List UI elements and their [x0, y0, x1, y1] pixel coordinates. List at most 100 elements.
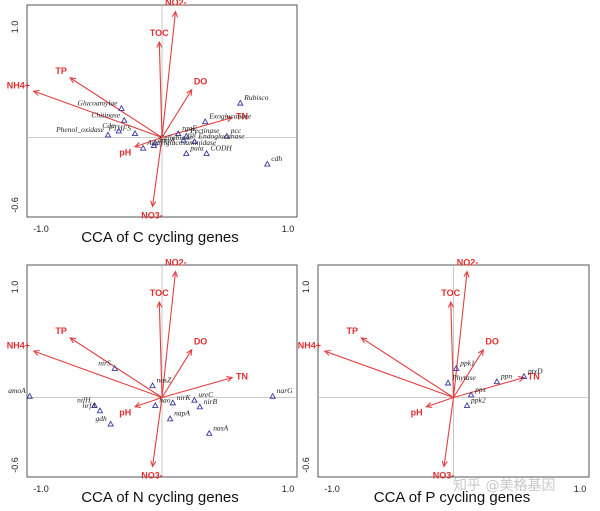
triangle-marker: [149, 382, 156, 389]
env-vector-toc: TOC: [441, 288, 461, 398]
env-vector-no2: NO2-: [161, 258, 187, 398]
vector-arrowhead: [186, 88, 193, 96]
env-vector-ph: pH: [119, 396, 163, 417]
vector-label: NH4+: [298, 340, 321, 350]
vector-line: [158, 42, 163, 138]
triangle-marker: [269, 392, 277, 399]
triangle-marker: [174, 129, 182, 137]
triangle-marker: [467, 391, 475, 398]
panel-c-cycling: -1.0 1.0 1.0 -0.6 CCA of C cycling genes NO2-…: [7, 0, 298, 246]
vector-arrowhead: [323, 349, 331, 356]
triangle-marker: [223, 132, 231, 139]
vector-arrowhead: [171, 270, 179, 278]
env-vector-tp: TP: [55, 66, 163, 138]
gene-point-ppx: ppx: [467, 385, 487, 398]
triangle-marker: [191, 137, 198, 145]
vector-label: DO: [194, 337, 208, 347]
gene-label: Pectinase: [189, 126, 220, 135]
panel-n-cycling: -1.0 1.0 1.0 -0.6 CCA of N cycling genes NO2-…: [7, 258, 298, 506]
vector-arrowhead: [156, 40, 163, 48]
vector-line: [161, 11, 177, 138]
gene-point-cda: Cda: [102, 121, 123, 134]
gene-point-rgl: rgl: [180, 130, 196, 143]
vector-arrowhead: [425, 402, 433, 409]
vector-label: TOC: [441, 288, 460, 298]
chart-title: CCA of P cycling genes: [374, 489, 530, 506]
vector-line: [450, 302, 455, 398]
vector-label: TOC: [150, 28, 169, 38]
gene-label: pula: [189, 143, 204, 152]
gene-label: Acetylglucosaminidase: [146, 138, 217, 147]
gene-point-gdh: gdh: [95, 414, 115, 427]
gene-label: nirK: [177, 393, 192, 402]
env-vector-tn: TN: [161, 371, 248, 399]
triangle-marker: [26, 392, 34, 399]
env-vector-ph: pH: [119, 136, 163, 157]
triangle-marker: [107, 420, 115, 427]
vector-arrowhead: [447, 300, 455, 308]
env-vector-tp: TP: [346, 326, 454, 398]
gene-point-nasa: nasA: [205, 423, 229, 436]
env-vector-no3: NO3-: [141, 397, 163, 480]
gene-point-glucoamylae: Glucoamylae: [78, 98, 125, 111]
triangle-marker: [139, 144, 147, 151]
env-vector-do: DO: [161, 337, 208, 398]
triangle-marker: [151, 401, 159, 408]
vector-label: NH4+: [7, 340, 30, 350]
triangle-marker: [201, 118, 209, 125]
gene-label: ppk1: [459, 358, 475, 367]
gene-point-ppn: ppn: [493, 372, 512, 385]
vector-line: [134, 396, 163, 408]
gene-label: cdh: [271, 154, 282, 163]
vector-label: NO2-: [457, 258, 479, 268]
gene-label: amyA: [158, 135, 175, 144]
triangle-marker: [118, 104, 125, 111]
triangle-marker: [131, 129, 139, 137]
vector-label: TP: [346, 326, 358, 336]
triangle-marker: [203, 149, 210, 156]
gene-point-endoglucanase: Endoglucanase: [191, 131, 245, 145]
gene-point-fthfs: FTHFS: [108, 124, 139, 137]
vector-arrowhead: [186, 348, 193, 356]
triangle-marker: [115, 127, 123, 134]
panel-p-cycling: -1.0 1.0 1.0 -0.6 CCA of P cycling genes NO2-…: [298, 258, 590, 506]
vector-line: [158, 302, 163, 398]
vector-arrowhead: [360, 337, 368, 344]
vector-label: NO3-: [433, 470, 455, 480]
y-tick-label: -0.6: [301, 457, 311, 473]
triangle-marker: [520, 372, 528, 379]
gene-point-narg: narG: [269, 386, 293, 399]
vector-line: [33, 350, 163, 399]
gene-point-rubisco: Rubisco: [236, 93, 269, 106]
gene-label: amoA: [8, 386, 26, 395]
x-tick-label: 1.0: [282, 484, 295, 494]
vector-arrowhead: [150, 200, 157, 208]
y-tick-label: 1.0: [301, 281, 311, 294]
triangle-marker: [182, 149, 190, 156]
gene-point-urec: ureC: [191, 390, 214, 403]
vector-arrowhead: [32, 349, 40, 356]
gene-label: Chitinase: [91, 110, 120, 119]
gene-point-ptxd: ptxD: [520, 366, 543, 379]
gene-point-cdh: cdh: [263, 154, 282, 167]
triangle-marker: [120, 116, 128, 123]
gene-label: FTHFS: [108, 124, 132, 133]
vector-line: [33, 90, 163, 139]
gene-label: ppx: [474, 385, 487, 394]
vector-label: NO3-: [141, 210, 163, 220]
vector-label: pH: [411, 407, 423, 417]
vector-arrowhead: [477, 348, 484, 356]
triangle-marker: [236, 99, 244, 106]
gene-label: nrfA: [83, 401, 97, 410]
vector-label: TP: [55, 326, 67, 336]
y-tick-label: -0.6: [10, 197, 20, 213]
env-vector-no3: NO3-: [433, 397, 455, 480]
vector-line: [426, 396, 454, 408]
env-vector-do: DO: [161, 77, 208, 138]
vector-label: DO: [194, 77, 208, 87]
env-vector-nh4: NH4+: [298, 340, 454, 399]
vector-line: [134, 136, 163, 148]
x-tick-label: -1.0: [33, 224, 49, 234]
vector-arrowhead: [226, 376, 234, 383]
gene-point-codh: CODH: [203, 143, 232, 156]
